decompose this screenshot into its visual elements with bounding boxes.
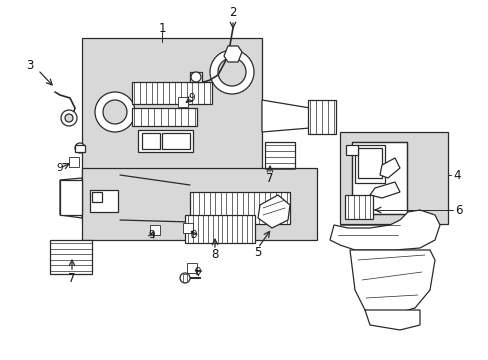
Polygon shape: [258, 195, 289, 228]
Text: 7: 7: [68, 271, 76, 284]
Bar: [150, 225, 160, 235]
Text: 7: 7: [265, 171, 273, 185]
Bar: [82, 168, 316, 240]
Bar: [183, 274, 186, 282]
Bar: [132, 82, 212, 104]
Text: 3: 3: [26, 59, 34, 72]
Polygon shape: [379, 158, 399, 178]
Polygon shape: [224, 46, 242, 62]
Circle shape: [191, 72, 201, 82]
Text: 8: 8: [211, 248, 218, 261]
Polygon shape: [60, 178, 82, 218]
Text: 9: 9: [188, 93, 195, 103]
Circle shape: [75, 143, 85, 153]
Polygon shape: [349, 250, 434, 315]
Bar: [190, 72, 202, 82]
Bar: [162, 133, 190, 149]
Bar: [354, 145, 384, 183]
Circle shape: [180, 273, 190, 283]
Bar: [142, 133, 160, 149]
Bar: [178, 97, 187, 107]
Bar: [345, 195, 372, 219]
Text: 9: 9: [148, 230, 155, 240]
Bar: [50, 240, 92, 274]
Bar: [75, 145, 85, 152]
Bar: [60, 180, 82, 215]
Text: 6: 6: [454, 203, 462, 216]
Bar: [82, 38, 262, 178]
Bar: [183, 223, 193, 233]
Bar: [184, 215, 254, 243]
Bar: [92, 192, 102, 202]
Bar: [346, 145, 357, 155]
Circle shape: [95, 92, 135, 132]
Bar: [264, 142, 294, 168]
Text: 2: 2: [229, 5, 236, 18]
Text: 9: 9: [190, 230, 197, 240]
Text: 1: 1: [158, 22, 165, 35]
Bar: [132, 108, 197, 126]
Circle shape: [65, 114, 73, 122]
Circle shape: [61, 110, 77, 126]
Bar: [90, 190, 118, 212]
Bar: [138, 130, 193, 152]
Circle shape: [103, 100, 127, 124]
Bar: [186, 263, 197, 273]
Polygon shape: [364, 310, 419, 330]
Bar: [351, 142, 406, 214]
Bar: [357, 148, 381, 178]
Bar: [339, 132, 447, 224]
Text: 9: 9: [194, 267, 201, 277]
Polygon shape: [262, 100, 309, 132]
Bar: [351, 142, 406, 214]
Bar: [190, 192, 289, 224]
Bar: [69, 157, 79, 167]
Bar: [307, 100, 335, 134]
Circle shape: [209, 50, 253, 94]
Polygon shape: [329, 210, 439, 250]
Text: 4: 4: [452, 168, 460, 181]
Polygon shape: [369, 182, 399, 198]
Text: 9: 9: [57, 163, 63, 173]
Circle shape: [218, 58, 245, 86]
Text: 5: 5: [254, 246, 261, 258]
